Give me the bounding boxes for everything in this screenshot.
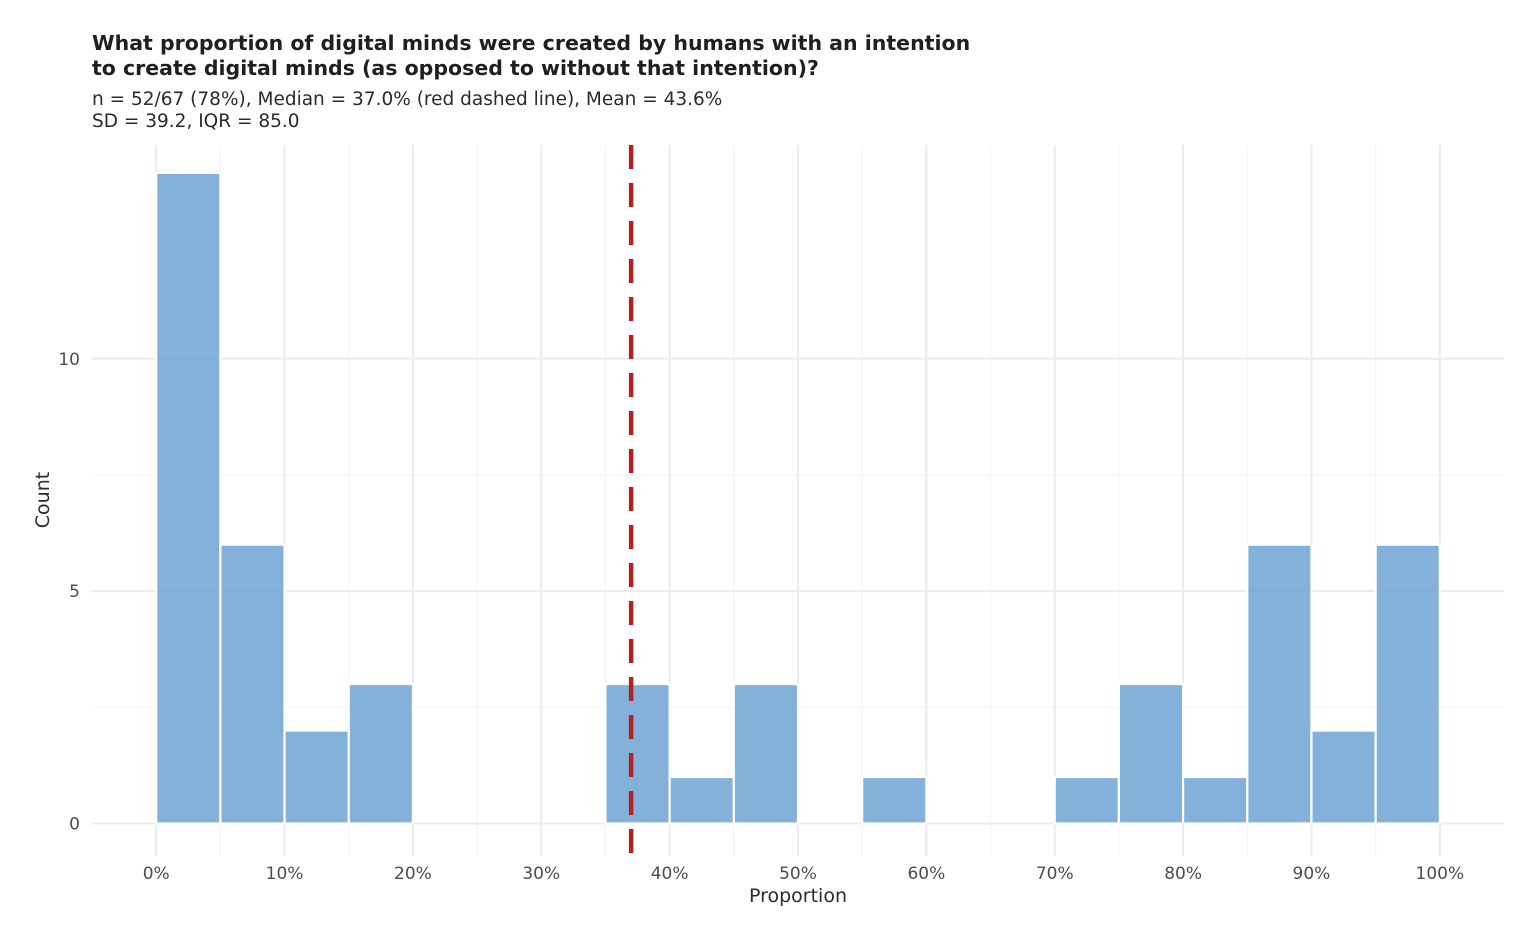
histogram-bar bbox=[155, 171, 222, 825]
ticks-layer: 0% 10% 20% 30% 40% 50% 60% 70% 80% 90% 100% 0 5 10 bbox=[58, 350, 1464, 884]
x-tick-label: 20% bbox=[394, 864, 432, 884]
x-tick-label: 70% bbox=[1036, 864, 1074, 884]
histogram-bar bbox=[604, 682, 671, 825]
histogram-bar bbox=[668, 775, 735, 825]
x-axis-title: Proportion bbox=[749, 885, 847, 907]
x-tick-label: 100% bbox=[1416, 864, 1465, 884]
histogram-bar bbox=[1310, 729, 1377, 825]
histogram-bar bbox=[1117, 682, 1185, 825]
x-tick-label: 90% bbox=[1293, 864, 1331, 884]
histogram-bar bbox=[1053, 775, 1121, 825]
x-tick-label: 30% bbox=[522, 864, 560, 884]
histogram-bar bbox=[861, 775, 928, 825]
histogram-bar bbox=[1181, 775, 1249, 825]
y-tick-label: 5 bbox=[69, 582, 80, 602]
chart-title: What proportion of digital minds were cr… bbox=[92, 31, 971, 80]
histogram-bar bbox=[1246, 543, 1313, 825]
histogram-bar bbox=[732, 682, 800, 825]
x-tick-label: 40% bbox=[651, 864, 689, 884]
histogram-bar bbox=[347, 682, 415, 825]
x-tick-label: 10% bbox=[266, 864, 304, 884]
y-tick-label: 0 bbox=[69, 814, 80, 834]
x-tick-label: 60% bbox=[907, 864, 945, 884]
x-tick-label: 0% bbox=[143, 864, 170, 884]
chart-subtitle: n = 52/67 (78%), Median = 37.0% (red das… bbox=[92, 89, 723, 132]
y-tick-label: 10 bbox=[58, 350, 80, 370]
histogram-bar bbox=[283, 729, 350, 825]
histogram-bar bbox=[219, 543, 286, 825]
histogram-bar bbox=[1374, 543, 1441, 825]
x-tick-label: 80% bbox=[1164, 864, 1202, 884]
y-axis-title: Count bbox=[32, 472, 54, 528]
x-tick-label: 50% bbox=[779, 864, 817, 884]
bars-layer bbox=[155, 171, 1441, 825]
